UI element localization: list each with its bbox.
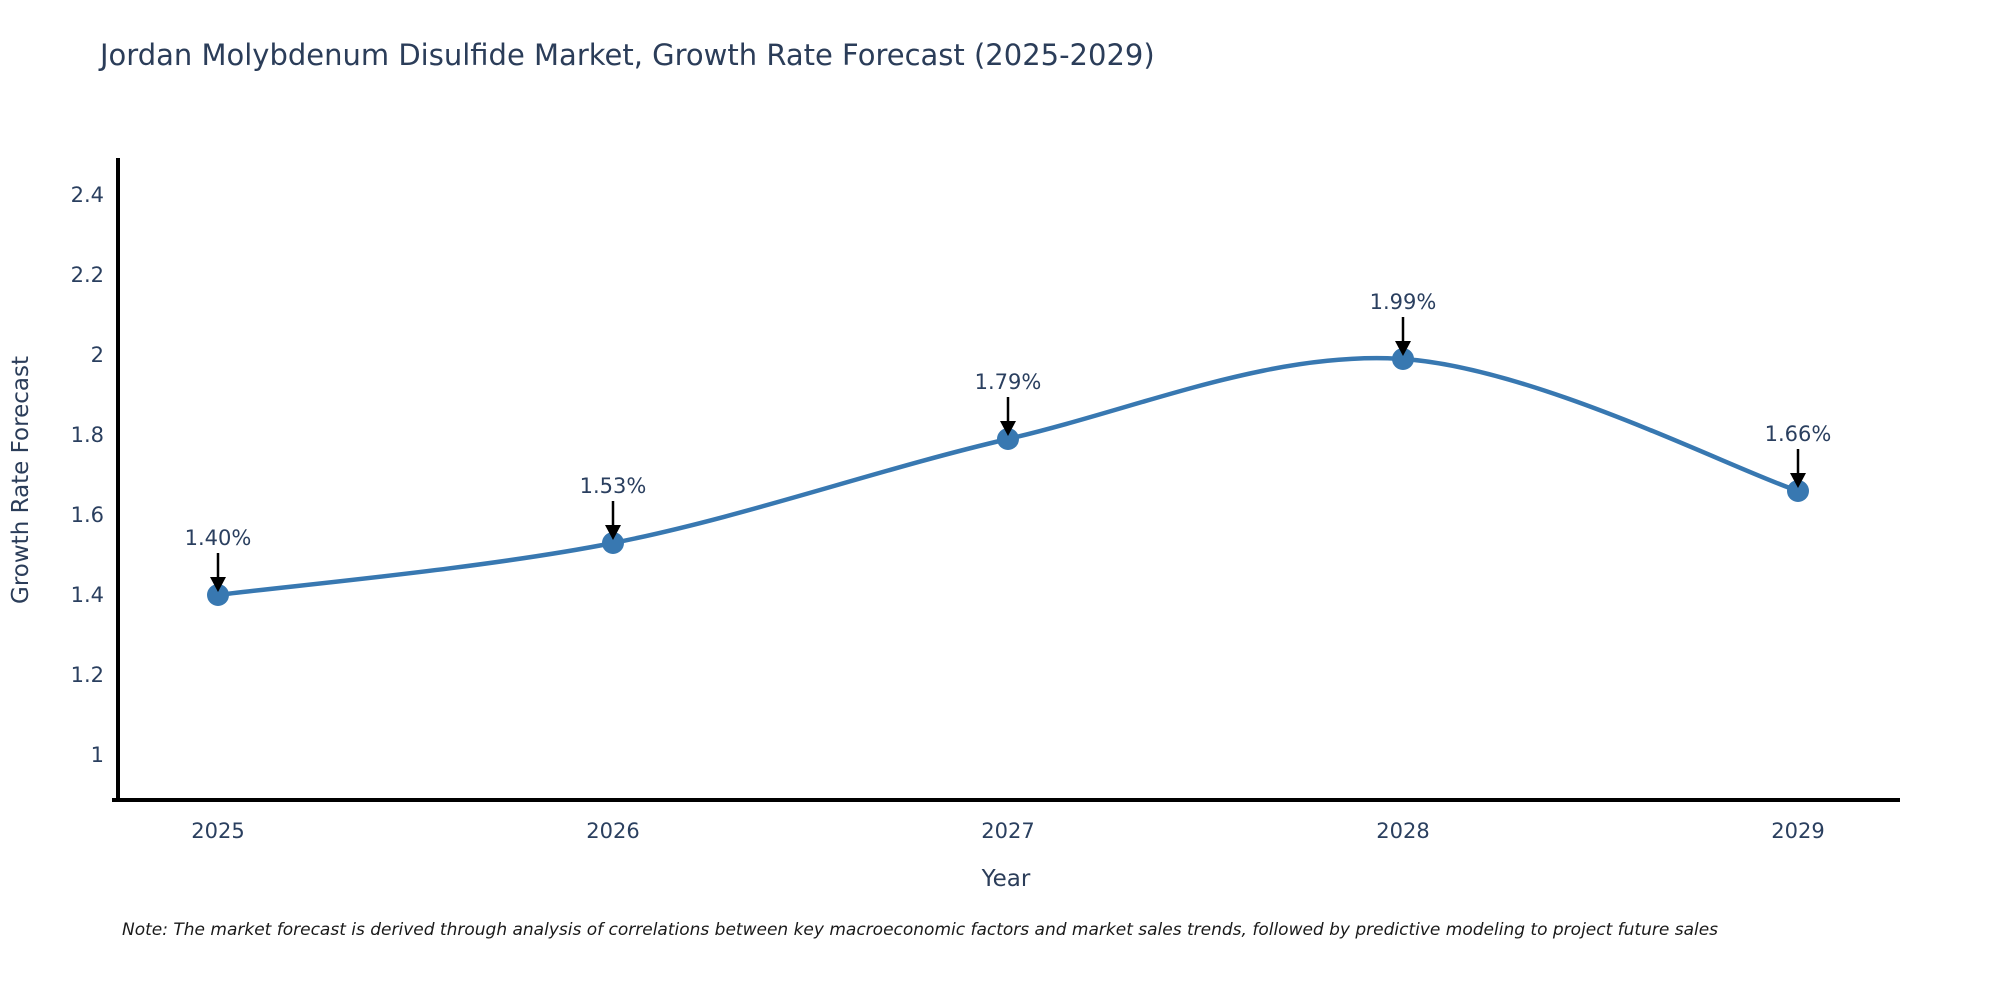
annotation-arrow-head <box>210 577 226 592</box>
x-tick-label: 2026 <box>586 819 639 843</box>
data-point-label: 1.99% <box>1370 290 1437 314</box>
x-tick-label: 2029 <box>1771 819 1824 843</box>
annotation-arrow-head <box>605 525 621 540</box>
data-point-marker <box>207 584 229 606</box>
data-point-label: 1.66% <box>1765 422 1832 446</box>
y-tick-label: 1 <box>91 743 104 767</box>
annotation-arrow-head <box>1000 421 1016 436</box>
y-axis-title: Growth Rate Forecast <box>8 356 34 604</box>
data-point-label: 1.53% <box>580 474 647 498</box>
chart-title: Jordan Molybdenum Disulfide Market, Grow… <box>100 38 1155 72</box>
y-tick-label: 2 <box>91 343 104 367</box>
y-tick-label: 2.4 <box>71 183 104 207</box>
y-tick-label: 2.2 <box>71 263 104 287</box>
y-tick-label: 1.6 <box>71 503 104 527</box>
data-point-marker <box>602 532 624 554</box>
annotation-arrow-head <box>1790 473 1806 488</box>
x-tick-label: 2027 <box>981 819 1034 843</box>
y-tick-label: 1.4 <box>71 583 104 607</box>
data-point-marker <box>1392 348 1414 370</box>
y-tick-label: 1.8 <box>71 423 104 447</box>
y-tick-label: 1.2 <box>71 663 104 687</box>
data-point-label: 1.40% <box>185 526 252 550</box>
data-point-marker <box>997 428 1019 450</box>
x-tick-label: 2025 <box>191 819 244 843</box>
x-tick-label: 2028 <box>1376 819 1429 843</box>
data-point-label: 1.79% <box>975 370 1042 394</box>
data-point-marker <box>1787 480 1809 502</box>
x-axis-title: Year <box>981 866 1031 892</box>
plot-layer: 1 1.2 1.4 1.6 1.8 2 2.2 2.4 2025 2026 2027 2028 2029… <box>71 158 1900 843</box>
footnote: Note: The market forecast is derived thr… <box>122 920 1719 940</box>
annotation-arrow-head <box>1395 341 1411 356</box>
